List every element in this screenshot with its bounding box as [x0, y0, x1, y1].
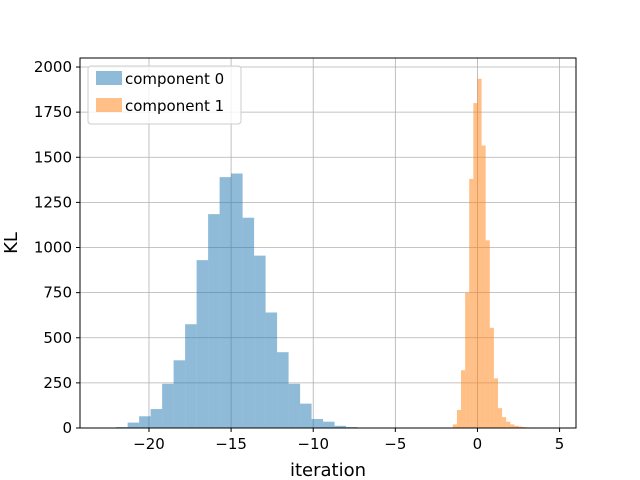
legend-label: component 1	[125, 97, 224, 115]
x-tick-label: −5	[384, 435, 406, 453]
histogram-bar	[465, 292, 470, 428]
y-axis-ticks: 0 250 500 750 1000 1250 1500 1750 2000	[34, 58, 80, 437]
x-axis-ticks: −20 −15 −10 −5 0 5	[133, 428, 564, 453]
histogram-bar	[497, 408, 503, 428]
y-tick-label: 1000	[34, 239, 72, 257]
histogram-bar	[185, 324, 197, 428]
histogram-bar	[277, 352, 289, 428]
histogram-bar	[456, 409, 462, 428]
histogram-bar	[196, 260, 209, 428]
x-tick-label: −15	[215, 435, 247, 453]
histogram-bar	[489, 327, 494, 428]
histogram-bar	[493, 378, 498, 428]
histogram-bar	[452, 424, 457, 428]
histogram-bar	[254, 255, 266, 428]
y-tick-label: 0	[62, 419, 72, 437]
x-axis-label: iteration	[290, 460, 366, 480]
histogram-bar	[477, 78, 482, 428]
y-tick-label: 750	[43, 284, 72, 302]
histogram-bar	[514, 425, 519, 428]
y-tick-label: 250	[43, 374, 72, 392]
histogram-bar	[461, 370, 466, 428]
histogram-bar	[162, 383, 174, 428]
x-tick-label: −10	[297, 435, 329, 453]
histogram-bar	[481, 145, 486, 428]
x-tick-label: −20	[133, 435, 165, 453]
histogram-bar	[173, 360, 186, 428]
histogram-bar	[469, 178, 474, 428]
y-tick-label: 1500	[34, 148, 72, 166]
plot-frame	[79, 57, 577, 429]
y-tick-label: 1750	[34, 103, 72, 121]
legend: component 0 component 1	[87, 65, 242, 125]
series-0-bars	[116, 173, 358, 428]
histogram-bar	[150, 409, 163, 428]
y-axis-label: KL	[1, 232, 22, 254]
histogram-bar	[242, 217, 255, 428]
histogram-bar	[288, 383, 301, 428]
histogram-bar	[473, 103, 478, 428]
y-tick-label: 1250	[34, 193, 72, 211]
histogram-bar	[518, 426, 523, 428]
histogram-bar	[127, 422, 140, 428]
x-tick-label: 0	[473, 435, 483, 453]
legend-swatch	[96, 98, 122, 112]
histogram-bar	[485, 240, 490, 428]
bars	[116, 78, 535, 428]
y-tick-label: 2000	[34, 58, 72, 76]
histogram-bar	[300, 403, 312, 428]
histogram-bar	[510, 424, 515, 428]
histogram-bar	[506, 421, 511, 428]
histogram-bar	[334, 425, 347, 428]
histogram-bar	[265, 312, 278, 428]
histogram-bar	[323, 421, 335, 428]
histogram-bar	[139, 416, 151, 428]
series-1-bars	[452, 78, 535, 428]
legend-swatch	[96, 71, 122, 85]
histogram-bar	[502, 417, 507, 428]
legend-label: component 0	[125, 70, 224, 88]
histogram-bar	[311, 418, 324, 428]
x-tick-label: 5	[555, 435, 565, 453]
histogram-bar	[208, 214, 220, 428]
y-tick-label: 500	[43, 329, 72, 347]
legend-box	[87, 65, 242, 125]
histogram-bar	[219, 177, 232, 428]
histogram-bar	[231, 173, 243, 428]
